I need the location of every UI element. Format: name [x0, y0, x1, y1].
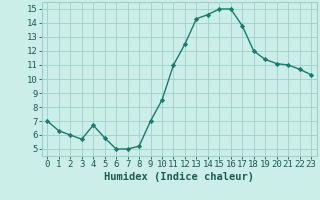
X-axis label: Humidex (Indice chaleur): Humidex (Indice chaleur): [104, 172, 254, 182]
